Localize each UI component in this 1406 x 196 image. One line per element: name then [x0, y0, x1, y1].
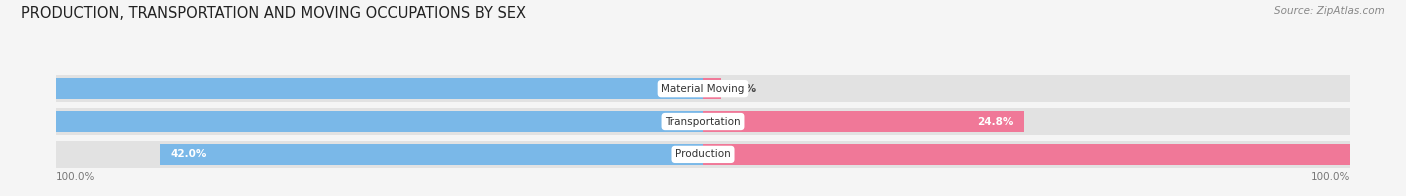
Text: 24.8%: 24.8% [977, 116, 1014, 127]
Bar [703, 111, 1024, 132]
Bar [56, 141, 1350, 168]
Bar [56, 108, 1350, 135]
Bar [0, 78, 703, 99]
Text: PRODUCTION, TRANSPORTATION AND MOVING OCCUPATIONS BY SEX: PRODUCTION, TRANSPORTATION AND MOVING OC… [21, 6, 526, 21]
Text: 1.4%: 1.4% [727, 84, 756, 94]
Bar [703, 144, 1406, 165]
Bar [56, 75, 1350, 102]
Text: 100.0%: 100.0% [1310, 172, 1350, 182]
Text: 100.0%: 100.0% [56, 172, 96, 182]
Bar [0, 111, 703, 132]
Text: Transportation: Transportation [665, 116, 741, 127]
Text: Material Moving: Material Moving [661, 84, 745, 94]
Text: 42.0%: 42.0% [170, 149, 207, 159]
Text: Source: ZipAtlas.com: Source: ZipAtlas.com [1274, 6, 1385, 16]
Bar [703, 78, 721, 99]
Bar [160, 144, 703, 165]
Text: Production: Production [675, 149, 731, 159]
